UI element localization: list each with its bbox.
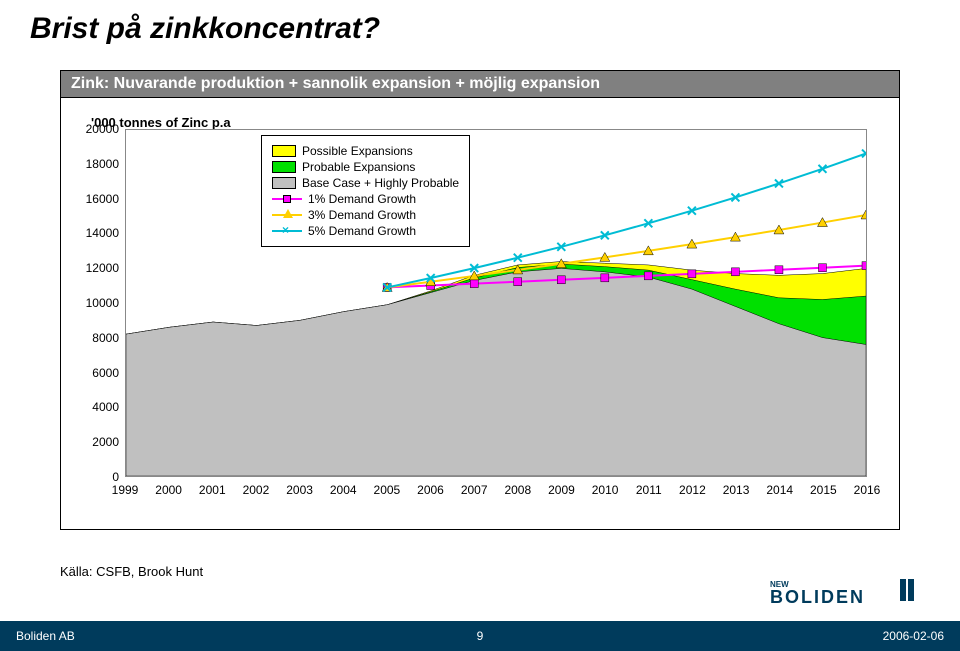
y-tick: 14000	[86, 226, 125, 240]
y-tick: 20000	[86, 122, 125, 136]
svg-text:BOLIDEN: BOLIDEN	[770, 587, 865, 605]
legend-item: × 5% Demand Growth	[272, 224, 459, 238]
x-tick: 2010	[592, 477, 619, 497]
x-tick: 2005	[374, 477, 401, 497]
x-tick: 2014	[766, 477, 793, 497]
legend-swatch	[272, 145, 296, 157]
footer-right: 2006-02-06	[883, 629, 944, 643]
y-tick: 16000	[86, 192, 125, 206]
legend-item: Possible Expansions	[272, 144, 459, 158]
x-tick: 2011	[636, 477, 662, 497]
x-tick: 2008	[504, 477, 531, 497]
x-tick: 2000	[155, 477, 182, 497]
footer-left: Boliden AB	[16, 629, 75, 643]
legend: Possible Expansions Probable Expansions Ba…	[261, 135, 470, 247]
legend-item: 1% Demand Growth	[272, 192, 459, 206]
legend-label: 5% Demand Growth	[308, 224, 416, 238]
footer-center: 9	[0, 629, 960, 643]
legend-label: Probable Expansions	[302, 160, 415, 174]
legend-label: Possible Expansions	[302, 144, 413, 158]
chart-container: Zink: Nuvarande produktion + sannolik ex…	[60, 70, 900, 530]
y-tick: 18000	[86, 157, 125, 171]
y-tick: 10000	[86, 296, 125, 310]
x-tick: 2001	[199, 477, 226, 497]
x-tick: 2004	[330, 477, 357, 497]
boliden-logo: NEW BOLIDEN	[770, 577, 920, 605]
source-label: Källa: CSFB, Brook Hunt	[60, 564, 203, 579]
legend-item: Base Case + Highly Probable	[272, 176, 459, 190]
x-tick: 2015	[810, 477, 837, 497]
x-tick: 2007	[461, 477, 488, 497]
legend-line	[272, 214, 302, 216]
x-tick: 2012	[679, 477, 706, 497]
legend-label: 3% Demand Growth	[308, 208, 416, 222]
x-tick: 2003	[286, 477, 313, 497]
y-tick: 12000	[86, 261, 125, 275]
legend-line: ×	[272, 230, 302, 232]
x-tick: 1999	[112, 477, 139, 497]
y-tick: 8000	[92, 331, 125, 345]
plot-area: 0200040006000800010000120001400016000180…	[125, 129, 867, 477]
legend-swatch	[272, 177, 296, 189]
x-tick: 2009	[548, 477, 575, 497]
x-tick: 2013	[723, 477, 750, 497]
legend-item: Probable Expansions	[272, 160, 459, 174]
footer: Boliden AB 9 2006-02-06	[0, 621, 960, 651]
legend-label: Base Case + Highly Probable	[302, 176, 459, 190]
y-tick: 4000	[92, 400, 125, 414]
legend-label: 1% Demand Growth	[308, 192, 416, 206]
x-tick: 2002	[243, 477, 270, 497]
x-tick: 2006	[417, 477, 444, 497]
y-tick: 2000	[92, 435, 125, 449]
legend-swatch	[272, 161, 296, 173]
chart-svg	[125, 129, 867, 477]
chart-title: Zink: Nuvarande produktion + sannolik ex…	[61, 71, 899, 98]
legend-line	[272, 198, 302, 200]
x-tick: 2016	[854, 477, 881, 497]
page-title: Brist på zinkkoncentrat?	[30, 12, 380, 46]
legend-item: 3% Demand Growth	[272, 208, 459, 222]
y-tick: 6000	[92, 366, 125, 380]
